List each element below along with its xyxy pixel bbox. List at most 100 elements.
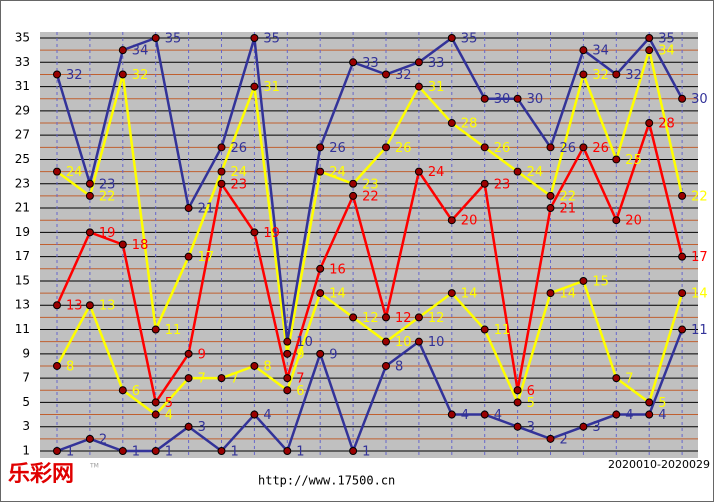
point	[85, 228, 94, 237]
data-label: 9	[296, 347, 304, 362]
point	[579, 46, 588, 55]
data-label: 5	[658, 396, 666, 411]
data-label: 7	[198, 372, 206, 387]
data-label: 5	[165, 396, 173, 411]
data-label: 32	[395, 68, 412, 83]
point	[283, 337, 292, 346]
data-label: 7	[625, 372, 633, 387]
point	[151, 34, 160, 42]
point	[53, 167, 61, 176]
point	[316, 264, 325, 273]
data-label: 20	[625, 214, 642, 229]
point	[118, 70, 127, 79]
point	[316, 167, 325, 176]
point	[579, 143, 588, 152]
data-label: 22	[99, 189, 116, 204]
data-label: 30	[691, 92, 708, 107]
point	[513, 422, 522, 431]
data-label: 13	[99, 299, 116, 314]
y-tick-label: 35	[15, 31, 30, 45]
data-label: 33	[428, 56, 445, 71]
data-label: 26	[231, 141, 248, 156]
data-label: 6	[527, 384, 535, 399]
source: http://www.17500.cn	[258, 474, 395, 488]
data-label: 7	[296, 372, 304, 387]
point	[480, 94, 489, 103]
data-label: 28	[658, 117, 675, 132]
point	[480, 179, 489, 188]
point	[85, 301, 94, 310]
data-label: 17	[198, 250, 215, 265]
point	[217, 167, 226, 176]
data-label: 31	[263, 80, 280, 95]
data-label: 2	[560, 432, 568, 447]
y-tick-label: 27	[15, 128, 30, 142]
point	[612, 410, 621, 419]
data-label: 35	[658, 32, 675, 47]
point	[349, 313, 358, 322]
point	[678, 289, 687, 298]
point	[382, 337, 390, 346]
point	[480, 410, 489, 419]
data-label: 23	[231, 177, 248, 192]
point	[382, 361, 390, 370]
point	[349, 447, 358, 455]
data-label: 22	[362, 189, 379, 204]
data-label: 10	[395, 335, 412, 350]
data-label: 21	[198, 202, 215, 217]
point	[283, 386, 292, 395]
point	[349, 179, 358, 188]
data-label: 1	[132, 445, 140, 460]
point	[645, 119, 654, 128]
data-label: 14	[691, 287, 708, 302]
series-line	[56, 329, 684, 455]
point	[414, 167, 423, 176]
point	[645, 46, 654, 55]
point	[151, 410, 160, 419]
data-label: 33	[362, 56, 379, 71]
data-label: 3	[527, 420, 535, 435]
data-label: 26	[560, 141, 577, 156]
data-label: 13	[66, 299, 83, 314]
period: 2020010-2020029	[608, 458, 710, 471]
point	[645, 398, 654, 407]
point	[151, 398, 160, 407]
point	[53, 361, 61, 370]
point	[546, 191, 555, 200]
y-tick-label: 11	[15, 322, 30, 336]
point	[250, 410, 259, 419]
y-tick-label: 15	[15, 273, 30, 287]
point	[414, 337, 423, 346]
point	[250, 82, 259, 91]
data-label: 4	[625, 408, 633, 423]
series-line	[56, 45, 684, 355]
point	[447, 410, 456, 419]
data-label: 8	[66, 359, 74, 374]
data-label: 23	[494, 177, 511, 192]
y-tick-label: 5	[22, 395, 30, 409]
point	[217, 179, 226, 188]
logo: 乐彩网	[8, 461, 74, 487]
point	[217, 447, 226, 455]
series-line	[55, 118, 684, 406]
data-label: 1	[296, 445, 304, 460]
data-label: 10	[428, 335, 445, 350]
data-label: 30	[494, 92, 511, 107]
point	[447, 119, 456, 128]
data-label: 11	[691, 323, 708, 338]
point	[678, 325, 687, 334]
point	[184, 422, 193, 431]
point	[316, 349, 325, 358]
point	[184, 349, 193, 358]
data-label: 9	[329, 347, 337, 362]
data-label: 31	[428, 80, 445, 95]
point	[250, 34, 259, 42]
point	[546, 289, 555, 298]
data-label: 24	[66, 165, 83, 180]
data-label: 12	[428, 311, 445, 326]
data-label: 22	[560, 189, 577, 204]
point	[546, 434, 555, 443]
point	[217, 143, 226, 152]
y-tick-label: 31	[15, 79, 30, 93]
data-label: 28	[461, 117, 478, 132]
